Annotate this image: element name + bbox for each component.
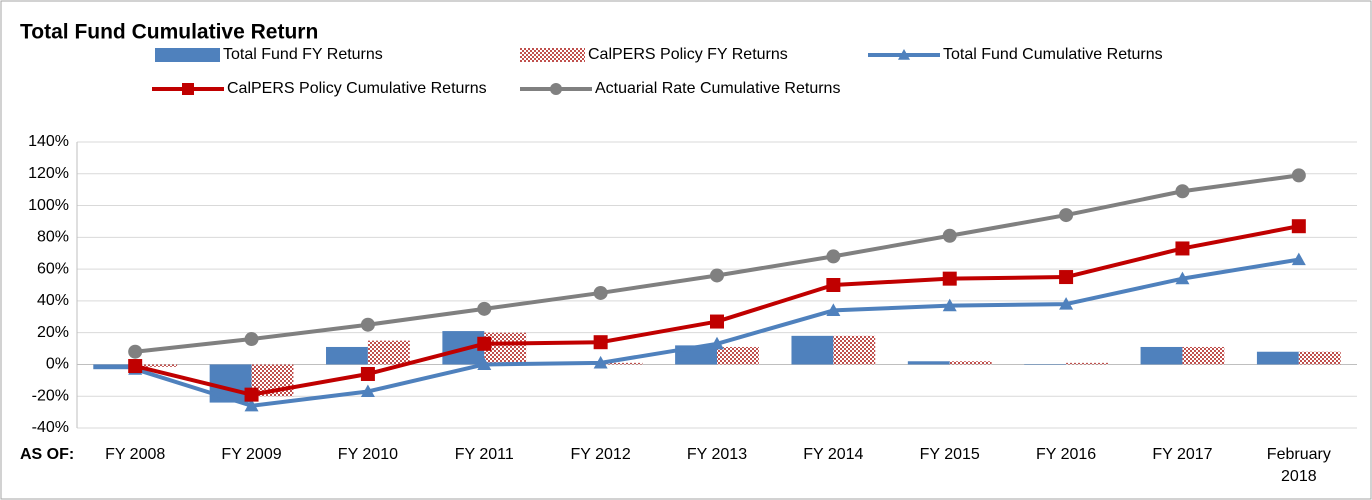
y-tick-label: -40% — [32, 419, 69, 436]
bar — [367, 340, 410, 365]
point — [128, 344, 143, 359]
point — [1059, 297, 1074, 310]
point — [360, 366, 375, 381]
y-tick-label: -20% — [32, 387, 69, 404]
point — [826, 303, 841, 317]
point — [942, 271, 957, 286]
point — [477, 336, 492, 351]
point — [1059, 270, 1074, 285]
x-tick-label: FY 2008 — [105, 446, 166, 463]
bar — [326, 346, 368, 365]
bar — [600, 362, 643, 365]
point — [477, 357, 492, 371]
y-tick-label: 60% — [37, 260, 69, 277]
legend-label: Total Fund Cumulative Returns — [943, 46, 1163, 63]
x-tick-label: FY 2017 — [1152, 446, 1213, 463]
legend-label: CalPERS Policy FY Returns — [588, 46, 788, 63]
y-tick-label: 40% — [37, 292, 69, 309]
y-tick-label: 140% — [28, 133, 69, 150]
bar — [949, 361, 992, 365]
legend-marker — [550, 83, 562, 95]
point — [710, 314, 724, 329]
legend-label: Actuarial Rate Cumulative Returns — [595, 80, 840, 97]
point — [942, 228, 957, 243]
legend-marker — [898, 49, 910, 60]
x-tick-label: FY 2015 — [919, 446, 980, 463]
y-tick-label: 20% — [37, 324, 69, 341]
bar — [135, 364, 178, 367]
point — [1291, 252, 1306, 266]
point — [360, 384, 375, 398]
point — [593, 335, 608, 350]
point — [1175, 241, 1190, 256]
bar — [1066, 362, 1108, 365]
point — [1291, 219, 1306, 234]
point — [477, 301, 492, 316]
bar — [1182, 346, 1225, 365]
x-tick-label: FY 2016 — [1035, 446, 1097, 463]
x-tick-label: FY 2012 — [570, 446, 631, 463]
y-tick-label: 100% — [28, 197, 69, 214]
legend-swatch — [520, 48, 585, 62]
point — [360, 317, 375, 332]
point — [593, 285, 608, 300]
x-tick-label: FY 2013 — [686, 446, 748, 463]
bar — [93, 364, 136, 370]
point — [1059, 208, 1074, 223]
bar — [791, 335, 834, 365]
point — [593, 355, 608, 369]
bar — [907, 361, 950, 365]
x-tick-label: February 2018 — [1266, 446, 1331, 485]
x-tick-label: FY 2010 — [337, 446, 398, 463]
y-tick-label: 120% — [28, 165, 69, 182]
point — [942, 298, 957, 312]
point — [1175, 184, 1190, 199]
x-axis-label: AS OF: — [20, 446, 74, 463]
legend-label: Total Fund FY Returns — [223, 46, 383, 63]
point — [244, 398, 259, 412]
point — [244, 332, 259, 347]
point — [244, 387, 259, 402]
point — [826, 249, 841, 264]
point — [128, 359, 143, 374]
legend-label: CalPERS Policy Cumulative Returns — [227, 80, 487, 97]
point — [710, 268, 724, 283]
bar — [833, 335, 876, 365]
bar — [1024, 364, 1067, 365]
chart-title: Total Fund Cumulative Return — [20, 21, 318, 44]
legend-marker — [182, 83, 194, 95]
y-tick-label: 0% — [46, 356, 69, 373]
point — [1175, 271, 1190, 285]
point — [710, 336, 724, 350]
point — [826, 278, 841, 292]
point — [1291, 168, 1306, 183]
x-tick-label: FY 2009 — [221, 446, 282, 463]
bar — [1256, 351, 1299, 365]
x-tick-label: FY 2014 — [803, 446, 864, 463]
legend-swatch — [155, 48, 220, 62]
bar — [1140, 346, 1183, 365]
y-tick-label: 80% — [37, 229, 69, 246]
bar — [717, 346, 759, 365]
bar — [1298, 351, 1341, 365]
x-tick-label: FY 2011 — [454, 446, 514, 463]
